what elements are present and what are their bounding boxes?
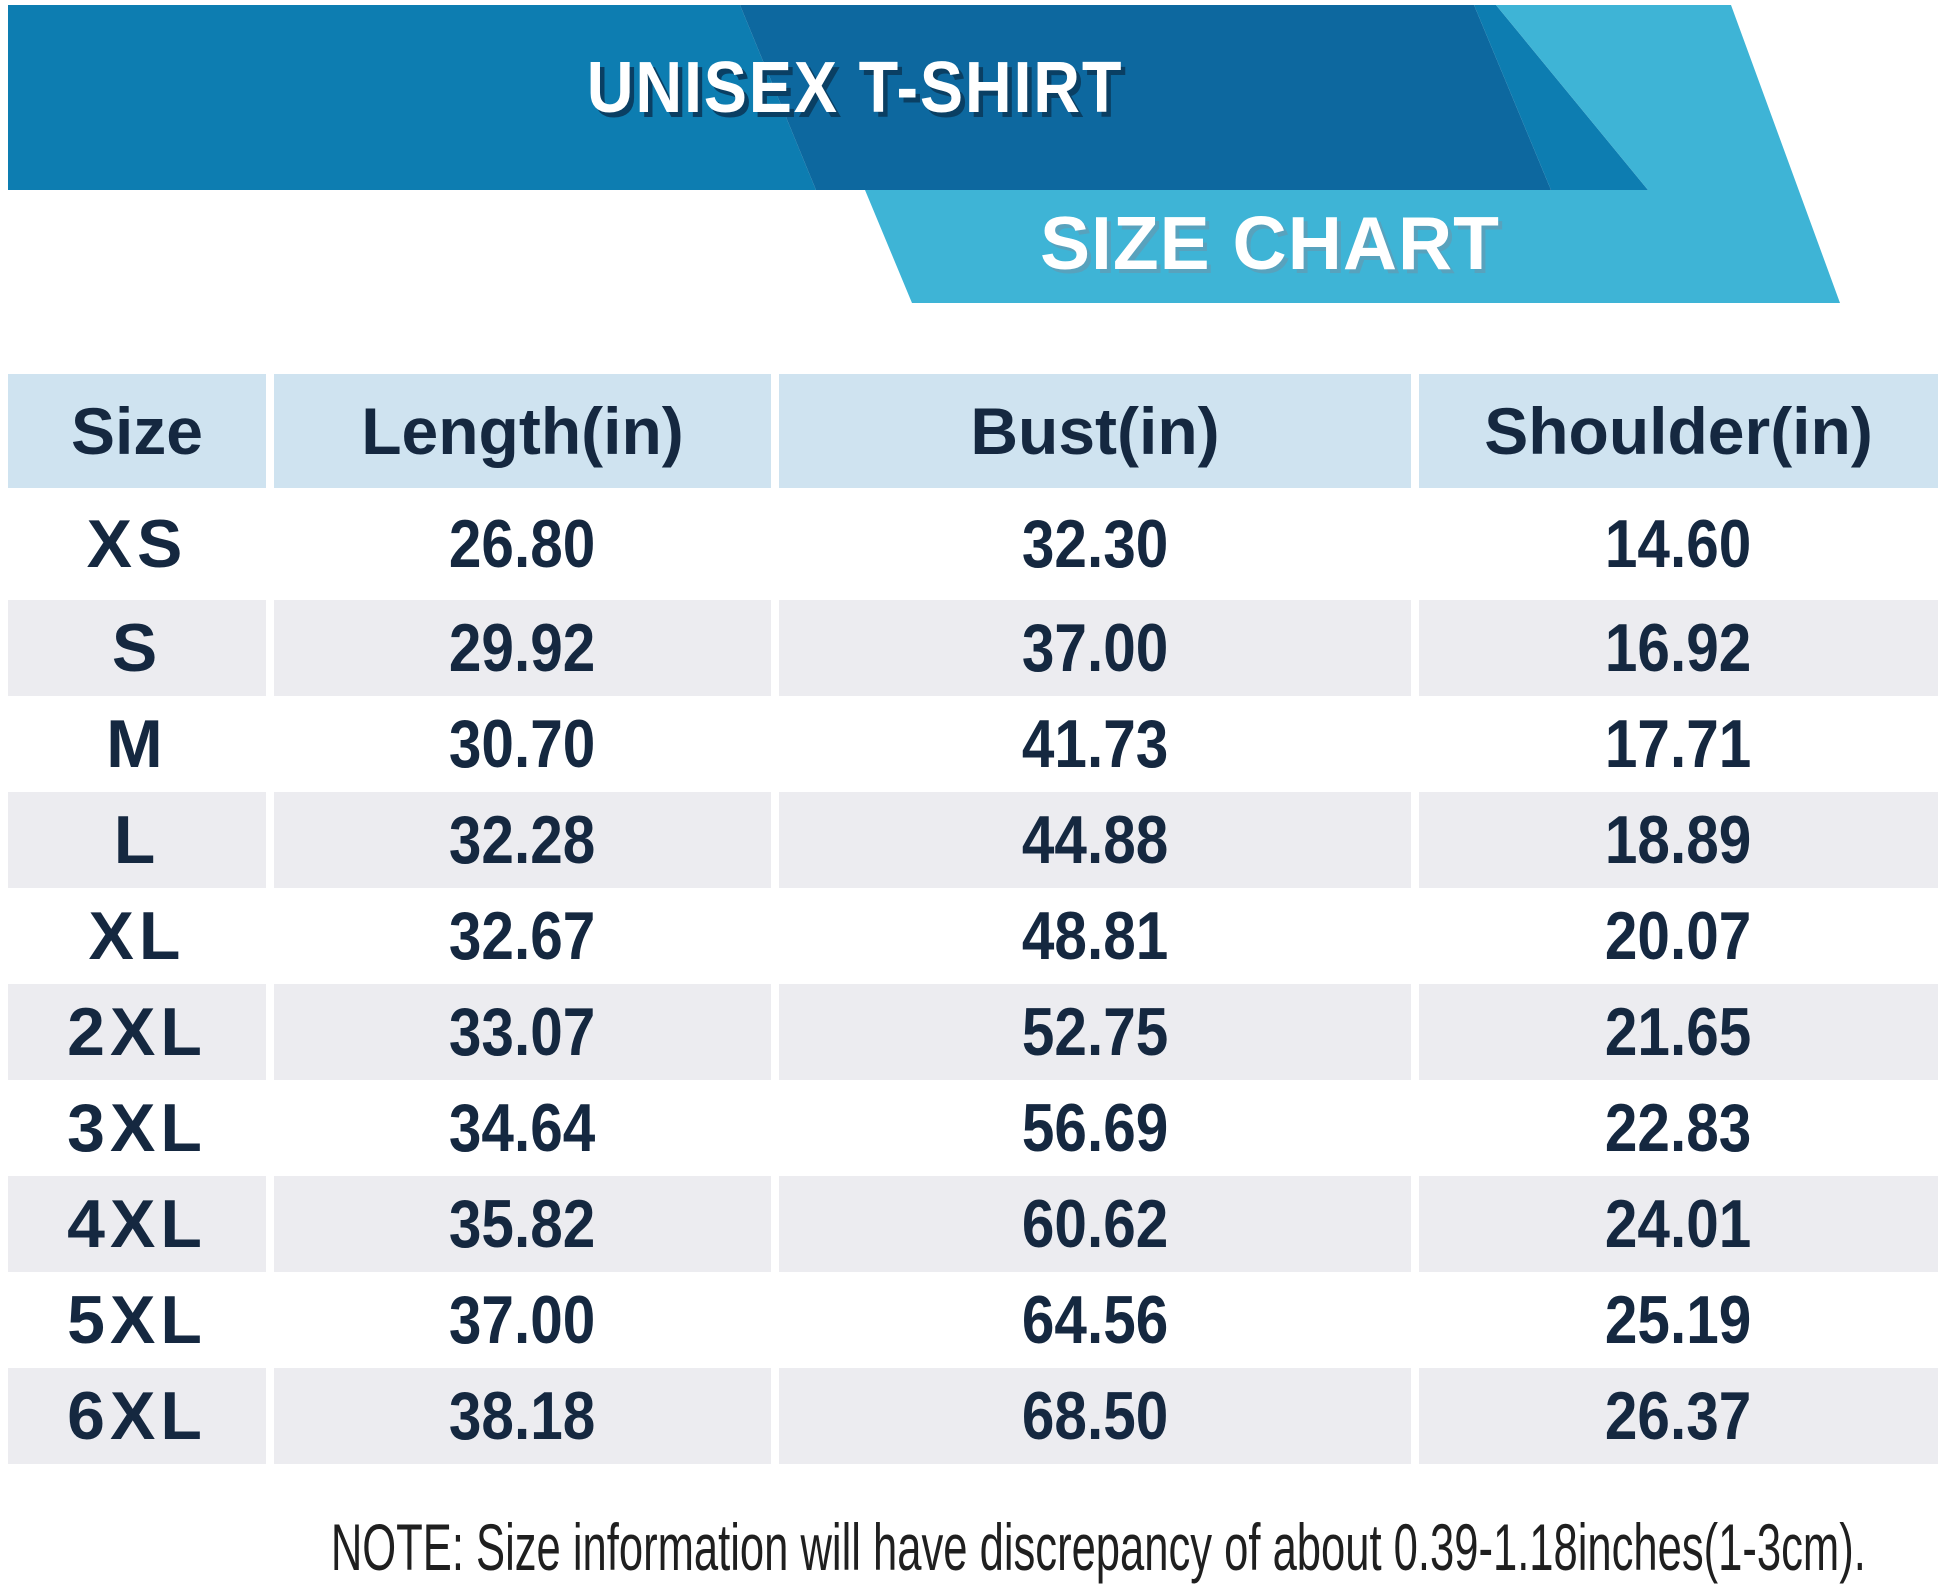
size-table: Size Length(in) Bust(in) Shoulder(in) XS… [8,374,1938,1464]
row-shoulder-value: 22.83 [1419,1080,1938,1176]
row-size-label: XL [8,888,266,984]
row-shoulder-value: 16.92 [1419,600,1938,696]
row-bust-value: 44.88 [779,792,1411,888]
row-length-value: 32.67 [274,888,771,984]
row-shoulder-value: 20.07 [1419,888,1938,984]
row-length-value: 32.28 [274,792,771,888]
row-length-value: 38.18 [274,1368,771,1464]
row-shoulder-value: 26.37 [1419,1368,1938,1464]
row-shoulder-value: 17.71 [1419,696,1938,792]
page-title: UNISEX T-SHIRT [586,48,1124,128]
row-shoulder-value: 24.01 [1419,1176,1938,1272]
row-size-label: S [8,600,266,696]
row-shoulder-value: 14.60 [1419,488,1938,600]
row-size-label: L [8,792,266,888]
row-length-value: 34.64 [274,1080,771,1176]
banner-graphic [8,5,1840,303]
row-bust-value: 48.81 [779,888,1411,984]
row-bust-value: 60.62 [779,1176,1411,1272]
note-text: NOTE: Size information will have discrep… [330,1510,1866,1584]
row-shoulder-value: 21.65 [1419,984,1938,1080]
row-bust-value: 68.50 [779,1368,1411,1464]
row-size-label: 2XL [8,984,266,1080]
column-header-size: Size [8,374,266,488]
row-size-label: XS [8,488,266,600]
row-size-label: 5XL [8,1272,266,1368]
column-header-bust: Bust(in) [779,374,1411,488]
row-shoulder-value: 25.19 [1419,1272,1938,1368]
row-length-value: 33.07 [274,984,771,1080]
banner-left-panel [8,5,816,190]
column-header-length: Length(in) [274,374,771,488]
row-bust-value: 37.00 [779,600,1411,696]
row-size-label: 3XL [8,1080,266,1176]
ribbon-title: SIZE CHART [1040,201,1500,285]
row-size-label: M [8,696,266,792]
banner-dark-panel [740,5,1551,190]
row-length-value: 30.70 [274,696,771,792]
ribbon-panel [865,5,1840,303]
row-length-value: 26.80 [274,488,771,600]
row-bust-value: 32.30 [779,488,1411,600]
row-bust-value: 56.69 [779,1080,1411,1176]
column-header-shoulder: Shoulder(in) [1419,374,1938,488]
row-size-label: 4XL [8,1176,266,1272]
row-bust-value: 52.75 [779,984,1411,1080]
banner-accent-band [1474,5,1648,190]
row-length-value: 29.92 [274,600,771,696]
row-length-value: 37.00 [274,1272,771,1368]
row-shoulder-value: 18.89 [1419,792,1938,888]
row-length-value: 35.82 [274,1176,771,1272]
row-bust-value: 41.73 [779,696,1411,792]
row-size-label: 6XL [8,1368,266,1464]
row-bust-value: 64.56 [779,1272,1411,1368]
